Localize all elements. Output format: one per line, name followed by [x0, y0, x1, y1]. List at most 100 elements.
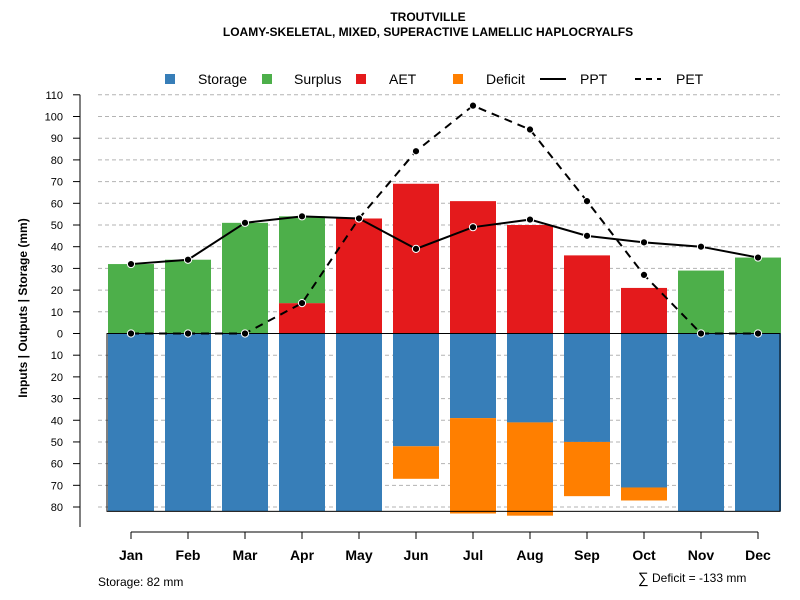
ppt-point-nov: [696, 242, 706, 251]
x-tick-label-oct: Oct: [632, 547, 656, 563]
legend-swatch-storage: [165, 74, 175, 84]
legend-label-pet: PET: [676, 71, 704, 87]
pet-point-apr: [297, 299, 307, 308]
x-tick-label-dec: Dec: [745, 547, 771, 563]
ppt-point-may: [354, 214, 364, 223]
ppt-point-jul: [468, 223, 478, 232]
surplus-bar-nov: [678, 270, 724, 334]
aet-bar-apr: [279, 303, 325, 334]
aet-bar-jun: [393, 183, 439, 334]
y-tick-label-neg-80: 80: [51, 502, 63, 514]
ppt-point-jun: [411, 244, 421, 253]
storage-bar-jun: [393, 333, 439, 447]
deficit-bar-oct: [621, 487, 667, 501]
legend-label-storage: Storage: [198, 71, 247, 87]
chart-subtitle: LOAMY-SKELETAL, MIXED, SUPERACTIVE LAMEL…: [223, 25, 633, 39]
storage-bar-mar: [222, 333, 268, 512]
y-tick-label-90: 90: [51, 133, 63, 145]
y-tick-label-neg-40: 40: [51, 415, 63, 427]
y-tick-label-neg-10: 10: [51, 350, 63, 362]
y-tick-label-30: 30: [51, 263, 63, 275]
storage-bar-sep: [564, 333, 610, 442]
chart-legend: Storage Surplus AET Deficit PPT PET: [165, 71, 704, 87]
ppt-point-aug: [525, 215, 535, 224]
legend-swatch-aet: [356, 74, 366, 84]
storage-bar-feb: [165, 333, 211, 512]
pet-line: [131, 104, 758, 335]
legend-label-ppt: PPT: [580, 71, 608, 87]
ppt-point-mar: [240, 218, 250, 227]
y-tick-label-60: 60: [51, 198, 63, 210]
storage-bar-jan: [108, 333, 154, 512]
storage-bar-may: [336, 333, 382, 512]
ppt-point-apr: [297, 212, 307, 221]
ppt-point-jan: [126, 259, 136, 269]
pet-point-aug: [525, 125, 535, 134]
x-tick-label-sep: Sep: [574, 547, 600, 563]
ppt-point-oct: [639, 238, 649, 247]
pet-point-oct: [639, 270, 649, 280]
y-tick-label-80: 80: [51, 155, 63, 167]
deficit-sum-icon: ∑: [638, 570, 649, 587]
pet-point-jan: [126, 329, 136, 338]
deficit-bar-aug: [507, 422, 553, 516]
x-tick-label-mar: Mar: [233, 547, 258, 563]
legend-label-surplus: Surplus: [294, 71, 341, 87]
pet-point-jul: [468, 101, 478, 110]
aet-bar-may: [336, 218, 382, 334]
legend-label-deficit: Deficit: [486, 71, 525, 87]
y-axis: 0 10 20 30 40 50 60 70 80 90 100 110 10 20 30 40 50 60 70 8…: [45, 90, 81, 527]
aet-bar-oct: [621, 287, 667, 334]
deficit-bar-jun: [393, 446, 439, 479]
storage-bar-aug: [507, 333, 553, 423]
storage-bar-jul: [450, 333, 496, 419]
bars-group: [106, 183, 781, 516]
storage-bar-oct: [621, 333, 667, 488]
x-tick-label-nov: Nov: [688, 547, 715, 563]
pet-point-dec: [753, 329, 763, 338]
y-tick-label-neg-60: 60: [51, 459, 63, 471]
pet-point-jun: [411, 147, 421, 156]
surplus-bar-feb: [165, 259, 211, 334]
storage-bar-nov: [678, 333, 724, 512]
pet-point-mar: [240, 329, 250, 338]
x-tick-label-jul: Jul: [463, 547, 483, 563]
x-tick-label-aug: Aug: [516, 547, 543, 563]
y-tick-label-100: 100: [45, 112, 63, 124]
legend-swatch-deficit: [453, 74, 463, 84]
aet-bar-sep: [564, 255, 610, 334]
aet-bar-jul: [450, 201, 496, 334]
legend-swatch-surplus: [262, 74, 272, 84]
chart-title: TROUTVILLE: [390, 10, 465, 24]
y-tick-label-40: 40: [51, 242, 63, 254]
y-tick-label-50: 50: [51, 220, 63, 232]
deficit-footer: Deficit = -133 mm: [652, 571, 746, 585]
y-tick-label-neg-20: 20: [51, 372, 63, 384]
deficit-bar-sep: [564, 441, 610, 497]
legend-label-aet: AET: [389, 71, 417, 87]
y-tick-label-10: 10: [51, 307, 63, 319]
ppt-line: [130, 215, 759, 266]
x-tick-label-feb: Feb: [176, 547, 201, 563]
deficit-bar-jul: [450, 418, 496, 514]
x-tick-label-jun: Jun: [404, 547, 429, 563]
surplus-bar-dec: [735, 257, 781, 334]
y-axis-label: Inputs | Outputs | Storage (mm): [16, 218, 30, 397]
x-tick-label-jan: Jan: [119, 547, 143, 563]
y-tick-label-0: 0: [57, 329, 63, 341]
ppt-point-feb: [183, 255, 193, 264]
x-axis: Jan Feb Mar Apr May Jun Jul Aug Sep Oct Nov Dec: [119, 531, 771, 563]
lines-group: [126, 101, 763, 338]
x-tick-label-may: May: [345, 547, 372, 563]
surplus-bar-mar: [222, 222, 268, 334]
y-tick-label-110: 110: [45, 90, 63, 102]
surplus-bar-apr: [279, 216, 325, 304]
x-tick-label-apr: Apr: [290, 547, 315, 563]
surplus-bar-jan: [108, 264, 154, 334]
ppt-point-dec: [753, 253, 763, 262]
pet-point-nov: [696, 329, 706, 338]
y-tick-label-neg-70: 70: [51, 480, 63, 492]
pet-point-feb: [183, 329, 193, 338]
y-tick-label-70: 70: [51, 177, 63, 189]
